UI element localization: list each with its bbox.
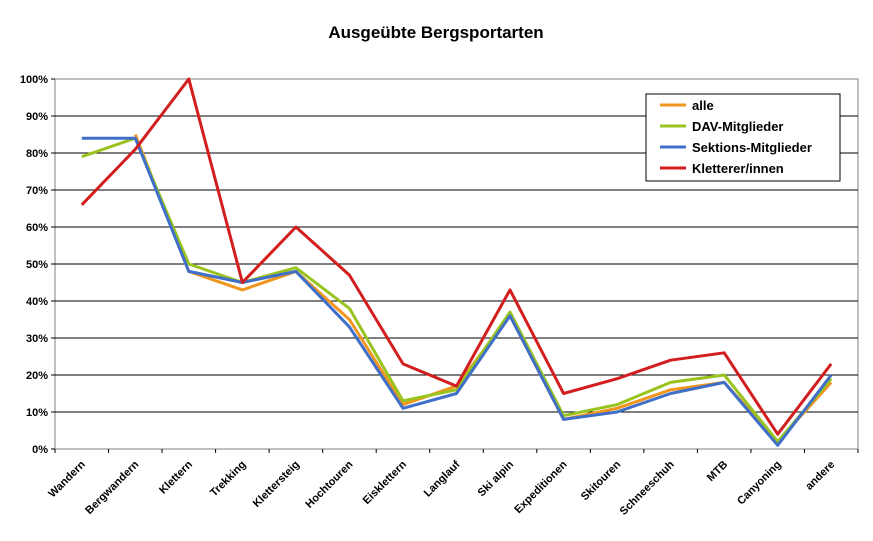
x-tick-label: Ski alpin — [476, 458, 517, 499]
x-tick-label: Hochtouren — [303, 458, 355, 510]
x-tick-label: Klettern — [157, 458, 195, 496]
series-lines — [80, 77, 833, 447]
y-tick-label: 20% — [26, 370, 48, 382]
x-tick-label: Langlauf — [422, 458, 463, 499]
x-tick-label: MTB — [705, 459, 730, 484]
y-tick-label: 60% — [26, 222, 48, 234]
legend-label: Sektions-Mitglieder — [692, 140, 812, 155]
series-line — [81, 136, 833, 447]
legend: alle DAV-Mitglieder Sektions-Mitglieder Kle… — [645, 93, 841, 182]
series-line — [81, 136, 833, 444]
y-tick-label: 0% — [32, 444, 48, 456]
x-tick-label: Trekking — [208, 459, 248, 499]
chart-title: Ausgeübte Bergsportarten — [328, 23, 543, 42]
y-tick-label: 80% — [26, 148, 48, 160]
x-tick-label: andere — [803, 459, 837, 493]
legend-label: Kletterer/innen — [692, 161, 784, 176]
x-tick-label: Eisklettern — [361, 458, 409, 506]
x-tick-label: Skitouren — [579, 458, 624, 503]
y-tick-label: 30% — [26, 333, 48, 345]
x-tick-label: Bergwandern — [83, 458, 141, 516]
legend-label: alle — [692, 98, 714, 113]
y-tick-label: 40% — [26, 296, 48, 308]
y-axis-ticks: 0% 10% 20% 30% 40% 50% 60% 70% 80% 90% 100% — [20, 74, 55, 456]
y-tick-label: 70% — [26, 185, 48, 197]
legend-label: DAV-Mitglieder — [692, 119, 784, 134]
x-tick-label: Schneeschuh — [618, 458, 677, 517]
x-tick-label: Canyoning — [735, 459, 784, 508]
y-tick-label: 90% — [26, 111, 48, 123]
series-line — [80, 77, 833, 436]
y-tick-label: 100% — [20, 74, 48, 86]
y-tick-label: 10% — [26, 407, 48, 419]
x-tick-label: Expeditionen — [512, 458, 570, 516]
x-tick-label: Wandern — [46, 458, 88, 500]
y-tick-label: 50% — [26, 259, 48, 271]
x-tick-label: Klettersteig — [251, 459, 302, 510]
